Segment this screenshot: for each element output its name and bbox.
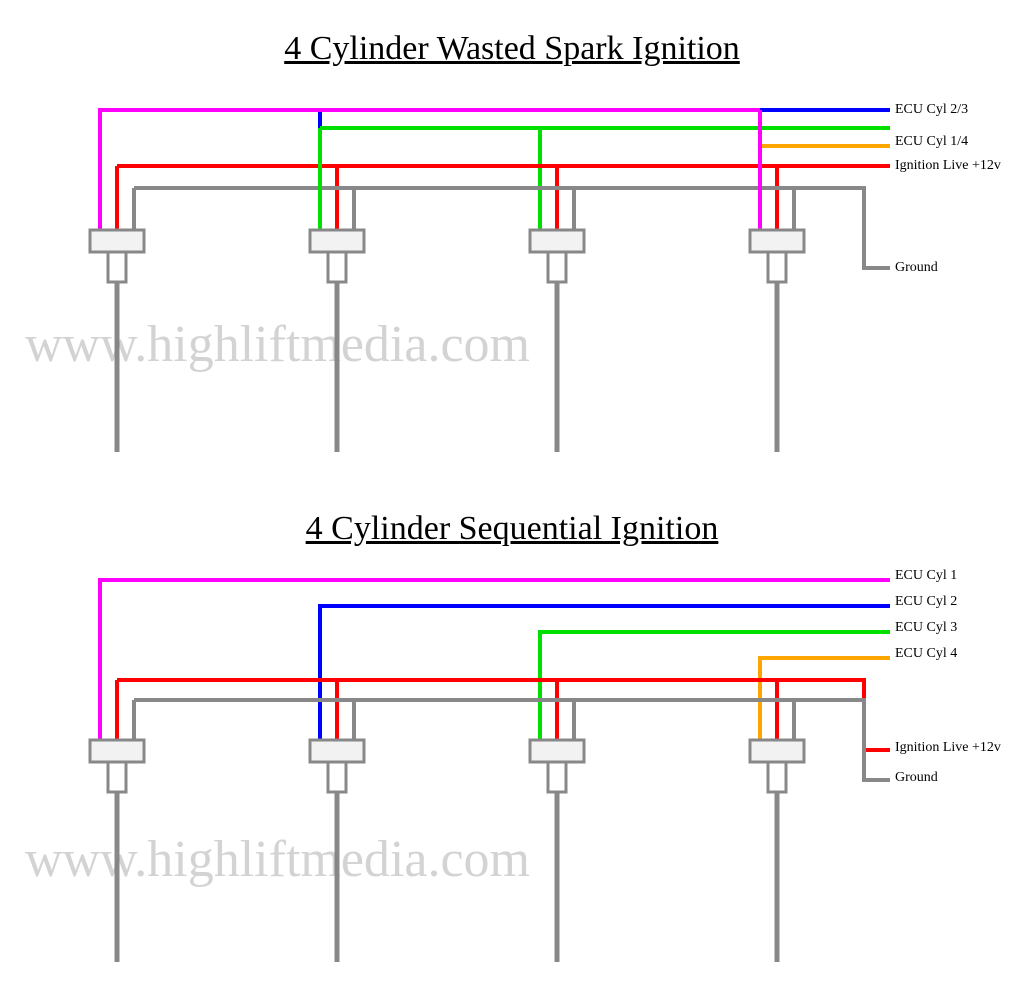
diagram-title-sequential: 4 Cylinder Sequential Ignition	[0, 510, 1024, 548]
wire-label: ECU Cyl 2/3	[895, 102, 968, 118]
wire-label: ECU Cyl 3	[895, 620, 957, 636]
wire-label: Ignition Live +12v	[895, 740, 1001, 756]
wire-label: ECU Cyl 4	[895, 646, 957, 662]
wire-label: ECU Cyl 2	[895, 594, 957, 610]
wire-label: ECU Cyl 1/4	[895, 134, 968, 150]
wire-label: Ground	[895, 260, 938, 276]
wire-label: Ignition Live +12v	[895, 158, 1001, 174]
wire-label: ECU Cyl 1	[895, 568, 957, 584]
diagram-title-wasted: 4 Cylinder Wasted Spark Ignition	[0, 30, 1024, 68]
wire-label: Ground	[895, 770, 938, 786]
